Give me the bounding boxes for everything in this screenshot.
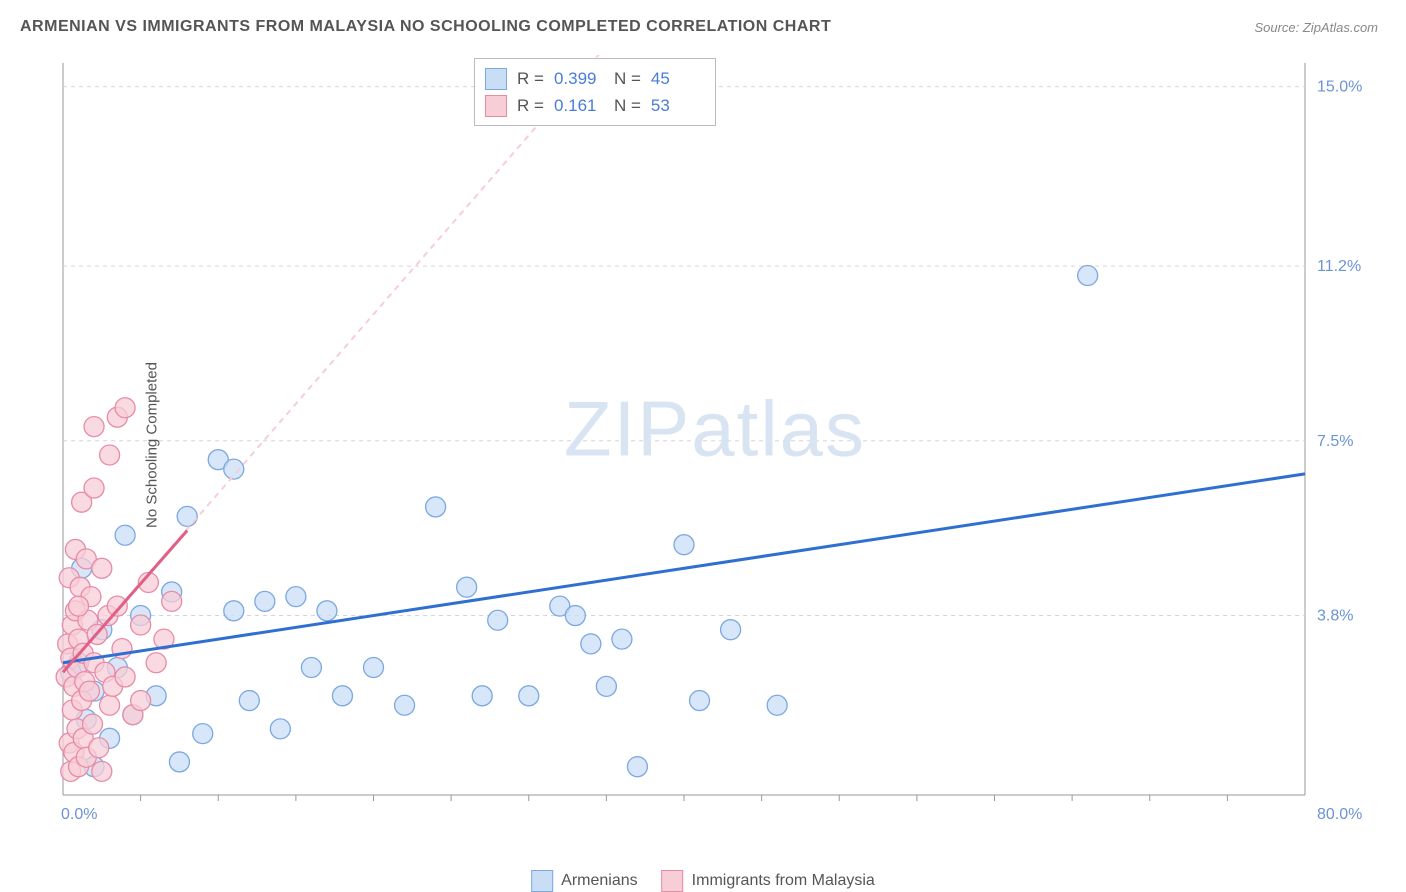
legend-swatch	[662, 870, 684, 892]
stat-n-value: 53	[651, 92, 701, 119]
stat-r-label: R =	[517, 92, 544, 119]
svg-text:3.8%: 3.8%	[1317, 608, 1353, 625]
svg-text:0.0%: 0.0%	[61, 806, 97, 823]
y-axis-label: No Schooling Completed	[143, 362, 160, 528]
legend-label: Armenians	[561, 872, 637, 890]
stats-legend: R = 0.399 N = 45 R = 0.161 N = 53	[474, 58, 716, 126]
legend-item: Armenians	[531, 870, 637, 892]
source-attribution: Source: ZipAtlas.com	[1254, 20, 1378, 35]
stat-n-value: 45	[651, 65, 701, 92]
svg-text:80.0%: 80.0%	[1317, 806, 1362, 823]
stat-r-value: 0.399	[554, 65, 604, 92]
stats-row: R = 0.161 N = 53	[485, 92, 701, 119]
stats-row: R = 0.399 N = 45	[485, 65, 701, 92]
legend-swatch	[485, 95, 507, 117]
legend-swatch	[485, 68, 507, 90]
svg-text:7.5%: 7.5%	[1317, 433, 1353, 450]
legend-swatch	[531, 870, 553, 892]
legend-item: Immigrants from Malaysia	[662, 870, 875, 892]
svg-text:15.0%: 15.0%	[1317, 79, 1362, 96]
chart-title: ARMENIAN VS IMMIGRANTS FROM MALAYSIA NO …	[20, 18, 831, 36]
stat-r-value: 0.161	[554, 92, 604, 119]
chart-area: No Schooling Completed 3.8% 7.5% 11.2% 15.0…	[55, 55, 1375, 835]
series-legend: Armenians Immigrants from Malaysia	[531, 870, 875, 892]
scatter-chart: 3.8% 7.5% 11.2% 15.0% 0.0% 80.0%	[55, 55, 1375, 835]
stat-r-label: R =	[517, 65, 544, 92]
stat-n-label: N =	[614, 92, 641, 119]
legend-label: Immigrants from Malaysia	[692, 872, 875, 890]
svg-text:11.2%: 11.2%	[1317, 258, 1361, 275]
stat-n-label: N =	[614, 65, 641, 92]
